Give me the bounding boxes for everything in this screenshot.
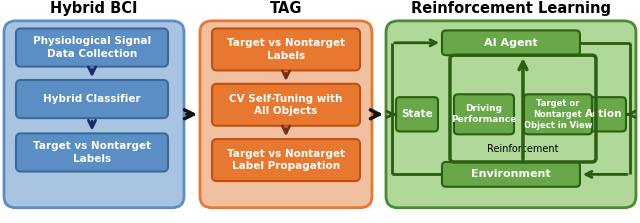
FancyBboxPatch shape [212,139,360,181]
FancyBboxPatch shape [16,29,168,67]
FancyBboxPatch shape [396,97,438,132]
Text: Physiological Signal
Data Collection: Physiological Signal Data Collection [33,36,151,59]
FancyBboxPatch shape [524,94,592,134]
FancyBboxPatch shape [4,21,184,208]
FancyBboxPatch shape [212,29,360,70]
Text: Target vs Nontarget
Label Propagation: Target vs Nontarget Label Propagation [227,149,345,171]
FancyBboxPatch shape [442,162,580,187]
Text: Environment: Environment [471,169,551,179]
FancyBboxPatch shape [386,21,636,208]
Text: Action: Action [585,109,623,119]
Text: Hybrid Classifier: Hybrid Classifier [43,94,141,104]
Text: Target or
Nontarget
Object in View: Target or Nontarget Object in View [524,99,592,130]
Text: Hybrid BCI: Hybrid BCI [51,1,138,16]
Text: TAG: TAG [269,1,302,16]
Text: Reinforcement: Reinforcement [487,144,559,154]
FancyBboxPatch shape [582,97,626,132]
FancyBboxPatch shape [454,94,514,134]
Text: Target vs Nontarget
Labels: Target vs Nontarget Labels [227,38,345,61]
FancyBboxPatch shape [212,84,360,126]
FancyBboxPatch shape [16,133,168,171]
Text: CV Self-Tuning with
All Objects: CV Self-Tuning with All Objects [229,94,342,116]
FancyBboxPatch shape [200,21,372,208]
Text: State: State [401,109,433,119]
Text: Driving
Performance: Driving Performance [451,104,516,124]
Text: AI Agent: AI Agent [484,38,538,48]
FancyBboxPatch shape [442,30,580,55]
Text: Target vs Nontarget
Labels: Target vs Nontarget Labels [33,141,151,164]
Text: Reinforcement Learning: Reinforcement Learning [411,1,611,16]
FancyBboxPatch shape [16,80,168,118]
